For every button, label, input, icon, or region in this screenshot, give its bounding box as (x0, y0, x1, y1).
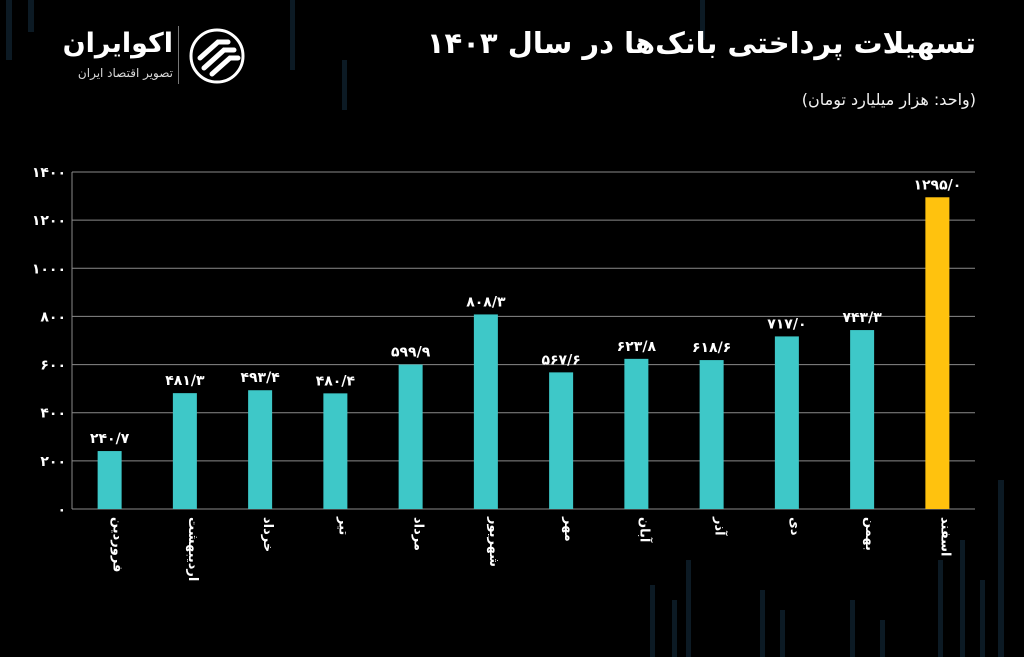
logo-divider (178, 26, 179, 84)
y-axis-ticks: ۰ ۲۰۰ ۴۰۰ ۶۰۰ ۸۰۰ ۱۰۰۰ ۱۲۰۰ ۱۴۰۰ (32, 165, 66, 518)
ecoiran-logo: اکوایران تصویر اقتصاد ایران (40, 24, 255, 88)
bar-6 (473, 314, 498, 509)
value-label-9: ۶۱۸/۶ (692, 340, 731, 356)
y-tick-label: ۱۰۰۰ (32, 261, 66, 277)
x-tick-label-11: بهمن (862, 517, 877, 551)
x-tick-label-5: مرداد (411, 517, 426, 551)
bar-5 (398, 364, 423, 509)
bar-9 (699, 360, 724, 509)
x-tick-label-8: آبان (636, 517, 653, 543)
bar-11 (850, 330, 875, 509)
logo-mark-icon (189, 28, 245, 84)
x-tick-label-4: تیر (335, 516, 350, 535)
y-tick-label: ۲۰۰ (40, 454, 66, 470)
x-tick-label-12: اسفند (937, 517, 952, 556)
y-tick-label: ۸۰۰ (40, 309, 66, 325)
x-tick-label-9: آذر (712, 516, 729, 536)
value-label-6: ۸۰۸/۳ (466, 294, 506, 310)
logo-tagline: تصویر اقتصاد ایران (77, 66, 173, 80)
y-tick-label: ۶۰۰ (40, 358, 66, 374)
value-labels: ۲۴۰/۷ ۴۸۱/۳ ۴۹۳/۴ ۴۸۰/۴ ۵۹۹/۹ ۸۰۸/۳ ۵۶۷/۶ ۶۲۳/۸… (90, 177, 961, 447)
x-tick-label-3: خرداد (260, 517, 275, 552)
value-label-10: ۷۱۷/۰ (767, 316, 806, 332)
value-label-7: ۵۶۷/۶ (541, 352, 580, 368)
bar-1 (97, 451, 122, 509)
value-label-1: ۲۴۰/۷ (90, 431, 130, 447)
value-label-12: ۱۲۹۵/۰ (913, 177, 961, 193)
value-label-11: ۷۴۳/۳ (842, 310, 882, 326)
x-tick-label-7: مهر (561, 516, 576, 542)
bar-4 (323, 393, 348, 509)
bar-7 (549, 372, 574, 509)
x-tick-label-6: شهریور (486, 516, 501, 567)
x-tick-label-2: اردیبهشت (185, 517, 200, 581)
value-label-2: ۴۸۱/۳ (165, 373, 205, 389)
bar-8 (624, 358, 649, 509)
value-label-5: ۵۹۹/۹ (391, 345, 431, 361)
y-tick-label: ۱۲۰۰ (32, 213, 66, 229)
y-tick-label: ۰ (57, 502, 66, 518)
x-tick-label-1: فروردین (110, 517, 125, 572)
chart-subtitle: (واحد: هزار میلیارد تومان) (801, 90, 976, 109)
x-tick-label-10: دی (787, 517, 802, 536)
logo-name: اکوایران (62, 28, 173, 59)
value-label-4: ۴۸۰/۴ (316, 373, 356, 389)
y-tick-label: ۴۰۰ (40, 406, 66, 422)
bars (97, 197, 950, 509)
bar-3 (248, 390, 273, 509)
bar-2 (172, 393, 197, 509)
bar-10 (774, 336, 799, 509)
grid-lines (71, 171, 975, 510)
bar-12 (925, 197, 950, 509)
chart-title: تسهیلات پرداختی بانک‌ها در سال ۱۴۰۳ (426, 26, 976, 60)
y-tick-label: ۱۴۰۰ (32, 165, 66, 181)
x-axis-ticks: فروردین اردیبهشت خرداد تیر مرداد شهریور مهر آبا… (110, 516, 953, 581)
value-label-3: ۴۹۳/۴ (240, 370, 280, 386)
value-label-8: ۶۲۳/۸ (617, 339, 657, 355)
